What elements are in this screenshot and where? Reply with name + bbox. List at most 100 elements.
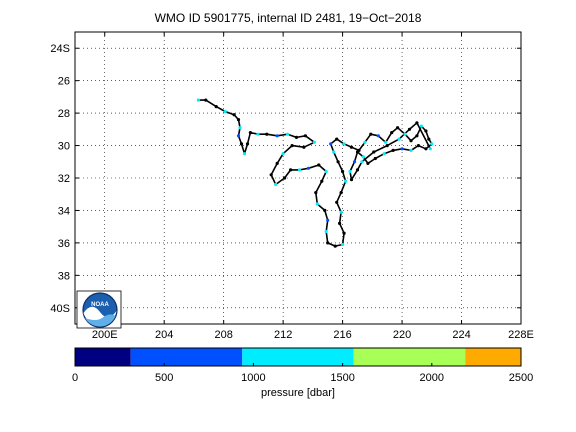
track-point <box>349 178 354 182</box>
track-point <box>352 160 357 164</box>
colorbar-label: pressure [dbar] <box>261 387 335 399</box>
track-point <box>361 155 365 159</box>
track-point <box>326 218 330 222</box>
track-point <box>236 134 241 138</box>
y-tick-label: 36 <box>58 238 70 250</box>
y-tick-label: 34 <box>58 205 70 217</box>
track-point <box>349 145 354 149</box>
x-tick-label: 208 <box>214 329 232 341</box>
colorbar-bin <box>75 348 131 366</box>
track-point <box>385 144 389 148</box>
colorbar-tick-label: 500 <box>155 372 173 384</box>
track-point <box>409 148 413 152</box>
colorbar-tick-label: 0 <box>72 372 78 384</box>
track-point <box>333 244 337 248</box>
colorbar-bin <box>353 348 466 366</box>
track-point <box>396 126 400 130</box>
track-point <box>214 105 218 109</box>
x-tick-label: 224 <box>452 329 470 341</box>
track-point <box>290 144 294 148</box>
track-point <box>204 98 208 102</box>
track-line <box>198 99 433 247</box>
track-point <box>341 242 345 247</box>
track-point <box>326 241 330 245</box>
track-point <box>363 140 367 144</box>
track-point <box>366 161 370 165</box>
colorbar-bin <box>130 348 243 366</box>
track-point <box>342 142 346 146</box>
track-point <box>323 208 327 212</box>
track-point <box>407 127 412 131</box>
y-tick-label: 30 <box>58 141 70 153</box>
track-point <box>341 169 345 174</box>
track-point <box>339 210 343 214</box>
track-point <box>382 152 386 156</box>
track-point <box>275 161 279 165</box>
map-x-ticks: 200E 204 208 212 216 220 224 228E <box>92 32 534 341</box>
track-point <box>283 176 287 180</box>
track-point <box>355 150 360 154</box>
track-point <box>248 131 252 135</box>
track-point <box>320 179 324 183</box>
noaa-logo-text: NOAA <box>91 302 109 308</box>
y-tick-label: 26 <box>58 76 70 88</box>
track-point <box>329 142 333 146</box>
colorbar-tick-label: 1500 <box>330 372 354 384</box>
track-point <box>424 147 428 151</box>
x-tick-label: 228E <box>508 329 534 341</box>
colorbar-tick-label: 1000 <box>241 372 265 384</box>
track-point <box>324 169 328 174</box>
track-point <box>339 191 343 195</box>
track-point <box>236 118 241 122</box>
track-point <box>223 109 227 114</box>
noaa-logo: NOAA <box>76 290 122 329</box>
x-tick-label: 204 <box>155 329 173 341</box>
track-point <box>294 135 299 139</box>
track-point <box>415 134 419 138</box>
colorbar-tick-label: 2500 <box>509 372 533 384</box>
track-point <box>286 132 290 136</box>
map-axes: 200E 204 208 212 216 220 224 228E 24S 26 28 30 32 34… <box>50 31 534 341</box>
track-point <box>409 139 413 143</box>
track-point <box>344 179 348 183</box>
map-y-ticks: 24S 26 28 30 32 34 36 38 40S <box>50 43 521 315</box>
track-point <box>391 148 395 152</box>
track-point <box>355 168 360 172</box>
colorbar-bins <box>75 348 521 366</box>
track-point <box>415 121 419 125</box>
track-point <box>369 132 373 136</box>
track-point <box>390 131 394 135</box>
track-point <box>232 113 236 117</box>
map-frame <box>74 31 522 325</box>
track-point <box>335 200 339 204</box>
track-point <box>332 150 336 154</box>
y-tick-label: 40S <box>50 303 70 315</box>
colorbar: 0 500 1000 1500 2000 2500 pressure [dbar] <box>72 347 533 399</box>
track-point <box>372 150 376 154</box>
track-point <box>360 160 364 164</box>
track-point <box>348 169 352 174</box>
track-point <box>424 129 428 133</box>
track-point <box>335 137 339 141</box>
track-point <box>265 132 269 136</box>
figure-title: WMO ID 5901775, internal ID 2481, 19−Oct… <box>155 11 422 25</box>
y-tick-label: 24S <box>50 43 70 55</box>
colorbar-frame <box>74 347 522 367</box>
track-point <box>239 142 244 146</box>
track-point <box>312 140 316 144</box>
colorbar-bin <box>242 348 354 366</box>
colorbar-ticks: 0 500 1000 1500 2000 2500 <box>72 363 533 384</box>
x-tick-label: 216 <box>333 329 351 341</box>
track-point <box>315 202 319 206</box>
track-point <box>297 168 302 172</box>
track-point <box>419 124 423 128</box>
x-tick-label: 200E <box>92 329 118 341</box>
track-point <box>303 134 307 138</box>
track-point <box>275 134 279 138</box>
track-point <box>336 160 340 164</box>
track-point <box>306 166 310 170</box>
track-point <box>302 145 306 149</box>
track-point <box>314 191 318 195</box>
track-point <box>289 168 293 172</box>
